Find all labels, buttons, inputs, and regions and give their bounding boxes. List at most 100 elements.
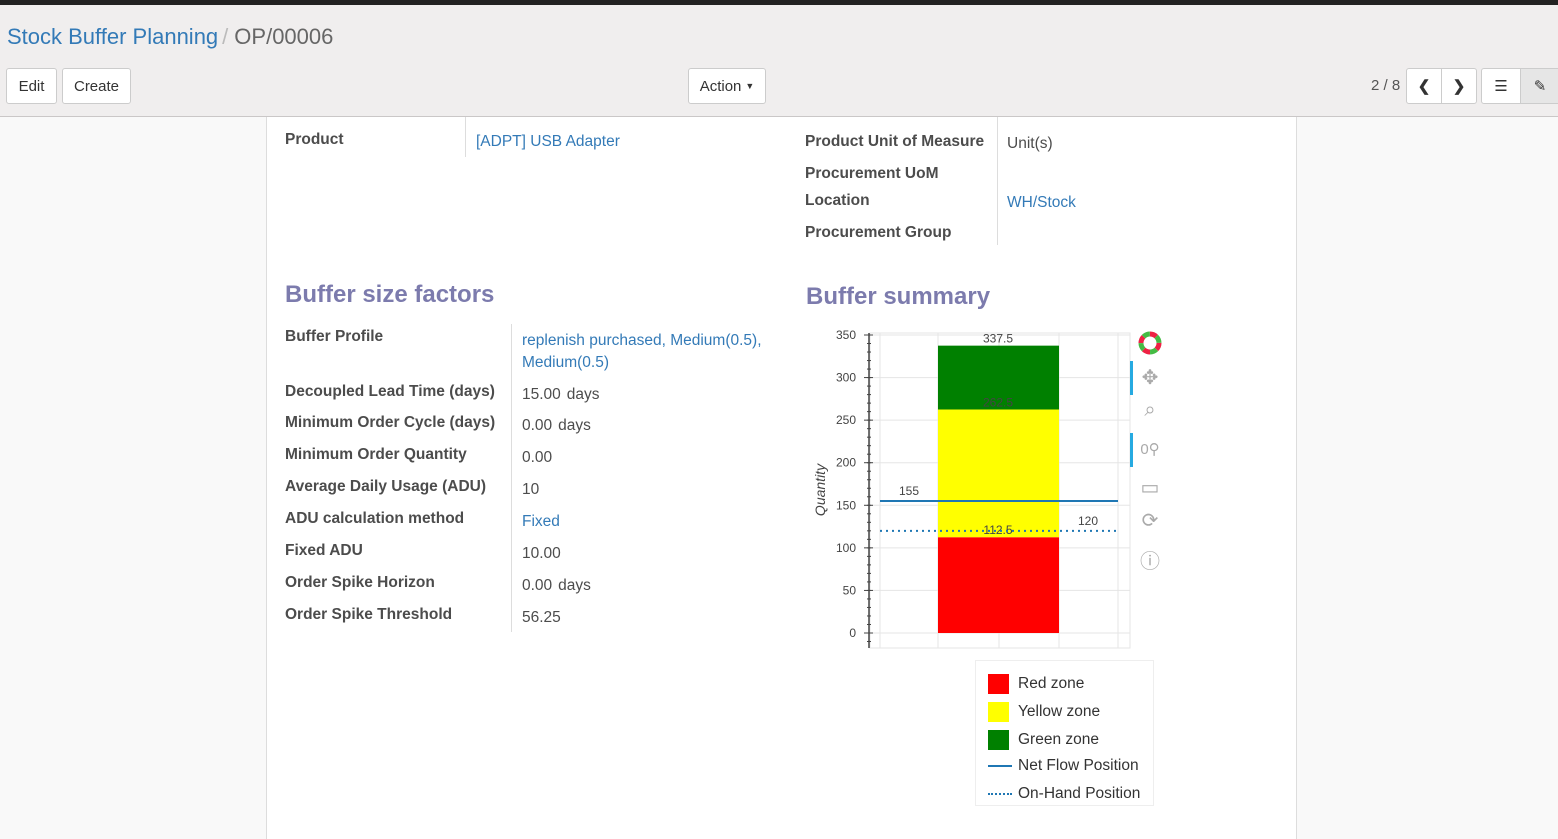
legend-label: Net Flow Position xyxy=(1018,757,1139,774)
buffer-factors-title: Buffer size factors xyxy=(285,281,495,308)
top-navbar xyxy=(0,0,1558,5)
y-tick-label: 150 xyxy=(836,498,856,512)
chevron-left-icon: ❮ xyxy=(1417,78,1431,95)
factor-label: ADU calculation method xyxy=(285,510,465,527)
factor-value: 10 xyxy=(522,481,539,499)
factor-label: Order Spike Horizon xyxy=(285,574,435,591)
y-tick-label: 350 xyxy=(836,328,856,342)
wheel-zoom-icon[interactable]: 0⚲ xyxy=(1140,441,1160,458)
factor-value[interactable]: replenish purchased, Medium(0.5), Medium… xyxy=(522,330,782,374)
breadcrumb: Stock Buffer Planning / OP/00006 xyxy=(7,24,334,49)
y-tick-label: 50 xyxy=(843,583,857,597)
procurement-group-label: Procurement Group xyxy=(805,224,952,241)
legend-item-red-zone: Red zone xyxy=(988,674,1084,694)
location-label: Location xyxy=(805,192,870,209)
legend-label: Yellow zone xyxy=(1018,703,1101,720)
list-icon: ☰ xyxy=(1494,78,1508,95)
action-label: Action xyxy=(699,77,742,95)
factor-label: Order Spike Threshold xyxy=(285,606,453,623)
solid-line-swatch xyxy=(988,765,1012,767)
edit-button[interactable]: Edit xyxy=(6,68,57,104)
chart-legend: Red zone Yellow zone Green zone Net Flow… xyxy=(975,660,1154,806)
location-value[interactable]: WH/Stock xyxy=(1007,194,1076,211)
y-tick-label: 250 xyxy=(836,413,856,427)
pager-value: 2 / 8 xyxy=(1371,77,1401,94)
factor-label: Average Daily Usage (ADU) xyxy=(285,478,486,495)
bar-label: 262.5 xyxy=(983,396,1013,410)
red-swatch xyxy=(988,674,1009,694)
help-icon[interactable]: ⓘ xyxy=(1140,550,1160,573)
legend-label: Red zone xyxy=(1018,675,1085,692)
breadcrumb-parent[interactable]: Stock Buffer Planning xyxy=(7,24,219,49)
buffer-summary-title: Buffer summary xyxy=(806,283,991,310)
factor-value[interactable]: Fixed xyxy=(522,513,560,531)
breadcrumb-current: OP/00006 xyxy=(234,24,334,49)
reset-icon[interactable]: ⟳ xyxy=(1141,509,1159,532)
dotted-line-swatch xyxy=(988,793,1012,795)
y-tick-label: 0 xyxy=(849,626,856,640)
factor-value: 56.25 xyxy=(522,609,561,627)
uom-label: Product Unit of Measure xyxy=(805,133,985,150)
pager-next-button[interactable]: ❯ xyxy=(1441,68,1477,104)
buffer-chart: 0 50 100 150 200 250 300 350 112.5 262.5 337.5 155 1… xyxy=(812,328,1131,649)
uom-value: Unit(s) xyxy=(1007,135,1053,152)
bar-segment-yellow-zone xyxy=(938,409,1059,538)
chevron-right-icon: ❯ xyxy=(1452,78,1466,95)
factor-value: 0.00 days xyxy=(522,417,591,435)
edit-form-icon: ✎ xyxy=(1533,78,1547,95)
save-icon[interactable]: ▭ xyxy=(1140,476,1160,499)
legend-label: Green zone xyxy=(1018,731,1099,748)
green-swatch xyxy=(988,730,1009,750)
yellow-swatch xyxy=(988,702,1009,722)
product-value[interactable]: [ADPT] USB Adapter xyxy=(476,133,620,150)
control-panel: Stock Buffer Planning / OP/00006 Edit Crea… xyxy=(0,5,1558,117)
line-label: 155 xyxy=(899,484,919,498)
factor-unit: days xyxy=(566,386,600,403)
factor-value-text: 15.00 xyxy=(522,386,561,403)
factor-value-text: Fixed xyxy=(522,513,560,530)
product-label: Product xyxy=(285,131,344,148)
factor-label: Fixed ADU xyxy=(285,542,363,559)
factor-value-text: 0.00 xyxy=(522,417,553,434)
factor-value-text: 56.25 xyxy=(522,609,561,626)
bar-segment-red-zone xyxy=(938,537,1059,633)
bar-label: 112.5 xyxy=(983,523,1012,537)
line-label: 120 xyxy=(1078,514,1098,528)
list-view-button[interactable]: ☰ xyxy=(1481,68,1521,104)
factor-value-text: 0.00 xyxy=(522,449,553,466)
y-axis-label: Quantity xyxy=(812,463,828,516)
pager-previous-button[interactable]: ❮ xyxy=(1406,68,1442,104)
factor-value-text: replenish purchased, Medium(0.5), Medium… xyxy=(522,332,762,371)
factor-value: 15.00 days xyxy=(522,386,600,404)
bar-segment-green-zone xyxy=(938,345,1059,410)
bokeh-logo-icon[interactable] xyxy=(1136,329,1164,357)
factor-label: Minimum Order Cycle (days) xyxy=(285,414,496,431)
legend-item-green-zone: Green zone xyxy=(988,730,1099,750)
y-tick-label: 200 xyxy=(836,456,856,470)
action-dropdown[interactable]: Action ▼ xyxy=(688,68,766,104)
factor-label: Minimum Order Quantity xyxy=(285,446,467,463)
factor-value: 10.00 xyxy=(522,545,561,563)
factor-label: Buffer Profile xyxy=(285,328,384,345)
y-tick-label: 100 xyxy=(836,541,856,555)
box-zoom-icon[interactable]: ⌕ xyxy=(1144,398,1156,421)
y-tick-label: 300 xyxy=(836,371,856,385)
factor-unit: days xyxy=(558,417,591,434)
factor-value: 0.00 days xyxy=(522,577,591,595)
form-view-button[interactable]: ✎ xyxy=(1520,68,1558,104)
factor-label: Decoupled Lead Time (days) xyxy=(285,383,495,400)
factor-value-text: 10 xyxy=(522,481,540,498)
bar-label: 337.5 xyxy=(983,332,1013,346)
legend-label: On-Hand Position xyxy=(1018,785,1141,802)
factor-unit: days xyxy=(558,577,591,594)
factor-value-text: 0.00 xyxy=(522,577,553,594)
procurement-uom-label: Procurement UoM xyxy=(805,165,939,182)
create-button[interactable]: Create xyxy=(62,68,131,104)
legend-item-yellow-zone: Yellow zone xyxy=(988,702,1100,722)
factor-value: 0.00 xyxy=(522,449,552,467)
legend-item-on-hand: On-Hand Position xyxy=(988,785,1140,803)
legend-item-net-flow: Net Flow Position xyxy=(988,757,1139,775)
caret-down-icon: ▼ xyxy=(745,81,755,91)
factor-value-text: 10.00 xyxy=(522,545,561,562)
pan-icon[interactable]: ✥ xyxy=(1141,366,1159,389)
